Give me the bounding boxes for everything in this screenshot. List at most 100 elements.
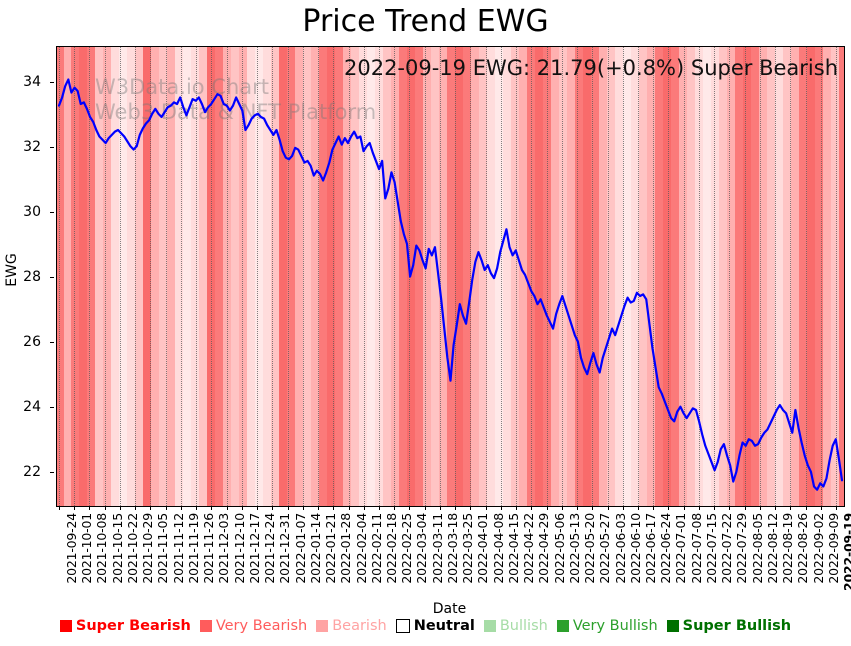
sentiment-band	[607, 47, 615, 506]
gridline	[440, 47, 441, 506]
gridline	[714, 47, 715, 506]
gridline	[836, 47, 837, 506]
y-tick-label: 30	[23, 204, 41, 221]
gridline	[592, 47, 593, 506]
sentiment-band	[471, 47, 479, 506]
sentiment-band	[295, 47, 303, 506]
sentiment-band	[383, 47, 391, 506]
x-tick-label: 2022-04-08	[491, 513, 506, 584]
legend-entry[interactable]: Super Bearish	[59, 618, 191, 634]
sentiment-band	[351, 47, 359, 506]
sentiment-band	[57, 47, 64, 506]
x-tick-label: 2022-04-01	[475, 513, 490, 584]
x-tick-mark	[272, 506, 273, 510]
gridline	[501, 47, 502, 506]
x-tick-label: 2022-07-29	[734, 513, 749, 584]
sentiment-band	[727, 47, 735, 506]
gridline	[257, 47, 258, 506]
x-tick-mark	[89, 506, 90, 510]
x-tick-mark	[531, 506, 532, 510]
gridline	[59, 47, 60, 506]
x-tick-label: 2021-10-22	[125, 513, 140, 584]
gridline	[745, 47, 746, 506]
y-tick-mark	[50, 407, 54, 409]
sentiment-band	[591, 47, 599, 506]
x-tick-label: 2022-06-24	[658, 513, 673, 584]
sentiment-band	[343, 47, 351, 506]
sentiment-band	[64, 47, 71, 506]
sentiment-band	[143, 47, 151, 506]
x-tick-mark	[105, 506, 106, 510]
gridline	[516, 47, 517, 506]
gridline	[333, 47, 334, 506]
sentiment-band	[679, 47, 687, 506]
x-tick-mark	[135, 506, 136, 510]
legend-entry[interactable]: Neutral	[395, 618, 475, 634]
x-tick-label: 2022-05-27	[597, 513, 612, 584]
legend-entry[interactable]: Super Bullish	[666, 618, 792, 634]
gridline	[790, 47, 791, 506]
x-axis: 2021-09-24 2021-10-01 2021-10-08 2021-10-15…	[56, 506, 851, 601]
sentiment-band	[519, 47, 527, 506]
x-tick-label: 2021-12-03	[216, 513, 231, 584]
y-tick-label: 26	[23, 334, 41, 351]
sentiment-band	[239, 47, 247, 506]
sentiment-band	[271, 47, 279, 506]
gridline	[242, 47, 243, 506]
sentiment-band	[479, 47, 487, 506]
gridline	[150, 47, 151, 506]
x-tick-mark	[668, 506, 669, 510]
x-tick-label: 2021-11-26	[201, 513, 216, 584]
legend-entry[interactable]: Very Bearish	[199, 618, 308, 634]
sentiment-band	[615, 47, 623, 506]
gridline	[364, 47, 365, 506]
legend: Super Bearish Very Bearish Bearish Neutral B…	[0, 618, 851, 634]
y-tick-label: 22	[23, 464, 41, 481]
x-tick-label: 2021-11-12	[171, 513, 186, 584]
legend-entry[interactable]: Bearish	[316, 618, 387, 634]
sentiment-band	[79, 47, 87, 506]
x-tick-label: 2022-05-06	[552, 513, 567, 584]
x-tick-label: 2022-09-19	[841, 513, 851, 591]
sentiment-band	[511, 47, 519, 506]
sentiment-band	[455, 47, 463, 506]
legend-entry[interactable]: Very Bullish	[556, 618, 658, 634]
x-tick-label: 2022-06-10	[628, 513, 643, 584]
sentiment-band	[423, 47, 431, 506]
sentiment-band	[687, 47, 695, 506]
sentiment-band	[759, 47, 767, 506]
y-tick-mark	[50, 472, 54, 474]
gridline	[303, 47, 304, 506]
legend-label: Very Bearish	[215, 618, 308, 634]
sentiment-band	[391, 47, 399, 506]
x-tick-label: 2021-12-10	[232, 513, 247, 584]
sentiment-band	[655, 47, 663, 506]
sentiment-band	[463, 47, 471, 506]
gridline	[729, 47, 730, 506]
legend-entry[interactable]: Bullish	[483, 618, 548, 634]
x-tick-label: 2022-06-17	[643, 513, 658, 584]
sentiment-band	[783, 47, 791, 506]
gridline	[668, 47, 669, 506]
y-tick-label: 28	[23, 269, 41, 286]
gridline	[288, 47, 289, 506]
gridline	[547, 47, 548, 506]
legend-label: Super Bullish	[682, 618, 792, 634]
sentiment-band	[599, 47, 607, 506]
sentiment-band	[647, 47, 655, 506]
legend-label: Very Bullish	[572, 618, 658, 634]
x-tick-mark	[455, 506, 456, 510]
sentiment-band	[535, 47, 543, 506]
x-tick-label: 2022-03-11	[430, 513, 445, 584]
legend-swatch-icon	[556, 620, 569, 632]
y-tick-mark	[50, 342, 54, 344]
sentiment-band	[415, 47, 423, 506]
sentiment-band	[127, 47, 135, 506]
sentiment-band	[263, 47, 271, 506]
gridline	[74, 47, 75, 506]
gridline	[775, 47, 776, 506]
legend-swatch-icon	[316, 620, 329, 632]
sentiment-band	[719, 47, 727, 506]
annotation-layer: 2022-09-19 EWG: 21.79(+0.8%) Super Beari…	[57, 47, 844, 506]
